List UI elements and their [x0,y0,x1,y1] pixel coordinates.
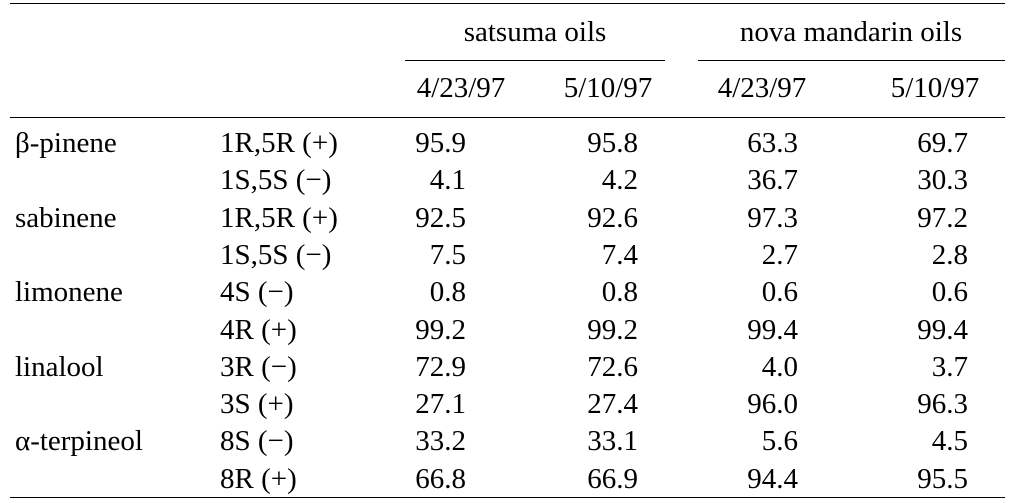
group-rule [698,60,1005,61]
enantiomer-label: 3R (−) [220,350,297,383]
date-header: 5/10/97 [563,72,653,104]
cell-value: 5.6 [761,425,798,458]
cell-value: 95.5 [917,462,968,495]
compound-name: β-pinene [15,127,117,159]
enantiomer-label: 4R (+) [220,313,297,346]
cell-value: 4.2 [601,164,638,197]
compound-name: sabinene [15,201,117,234]
cell-value: 66.9 [587,462,638,495]
cell-value: 2.8 [931,238,968,271]
group-rule [405,60,665,61]
cell-value: 94.4 [747,462,798,495]
compound-name: limonene [15,276,123,309]
enantiomer-label: 1R,5R (+) [220,127,338,159]
group-header: satsuma oils [463,16,607,48]
cell-value: 72.9 [415,350,466,383]
cell-value: 4.5 [931,425,968,458]
cell-value: 99.4 [747,313,798,346]
cell-value: 66.8 [415,462,466,495]
cell-value: 36.7 [747,164,798,197]
group-header: nova mandarin oils [739,16,963,48]
cell-value: 72.6 [587,350,638,383]
enantiomer-label: 1S,5S (−) [220,164,332,197]
enantiomer-label: 8S (−) [220,425,294,458]
enantiomer-label: 1S,5S (−) [220,238,332,271]
enantiomer-label: 8R (+) [220,462,297,495]
cell-value: 63.3 [747,127,798,159]
enantiomer-label: 4S (−) [220,276,294,309]
cell-value: 69.7 [917,127,968,159]
cell-value: 99.2 [415,313,466,346]
compound-name: linalool [15,350,104,383]
cell-value: 33.1 [587,425,638,458]
cell-value: 0.6 [931,276,968,309]
cell-value: 30.3 [917,164,968,197]
cell-value: 4.1 [429,164,466,197]
date-header: 5/10/97 [890,72,980,104]
date-header: 4/23/97 [717,72,807,104]
cell-value: 97.2 [917,201,968,234]
cell-value: 95.9 [415,127,466,159]
cell-value: 27.1 [415,388,466,421]
cell-value: 4.0 [761,350,798,383]
cell-value: 92.5 [415,201,466,234]
enantiomer-label: 1R,5R (+) [220,201,338,234]
cell-value: 92.6 [587,201,638,234]
cell-value: 0.8 [601,276,638,309]
cell-value: 99.2 [587,313,638,346]
cell-value: 99.4 [917,313,968,346]
cell-value: 0.6 [761,276,798,309]
bottom-rule [10,497,1005,498]
cell-value: 7.5 [429,238,466,271]
top-rule [10,3,1005,4]
enantiomer-label: 3S (+) [220,388,294,421]
cell-value: 2.7 [761,238,798,271]
cell-value: 96.3 [917,388,968,421]
cell-value: 97.3 [747,201,798,234]
cell-value: 27.4 [587,388,638,421]
cell-value: 7.4 [601,238,638,271]
cell-value: 96.0 [747,388,798,421]
cell-value: 95.8 [587,127,638,159]
compound-name: α-terpineol [15,425,143,458]
header-rule [10,117,1005,118]
date-header: 4/23/97 [416,72,506,104]
cell-value: 33.2 [415,425,466,458]
cell-value: 0.8 [429,276,466,309]
cell-value: 3.7 [931,350,968,383]
